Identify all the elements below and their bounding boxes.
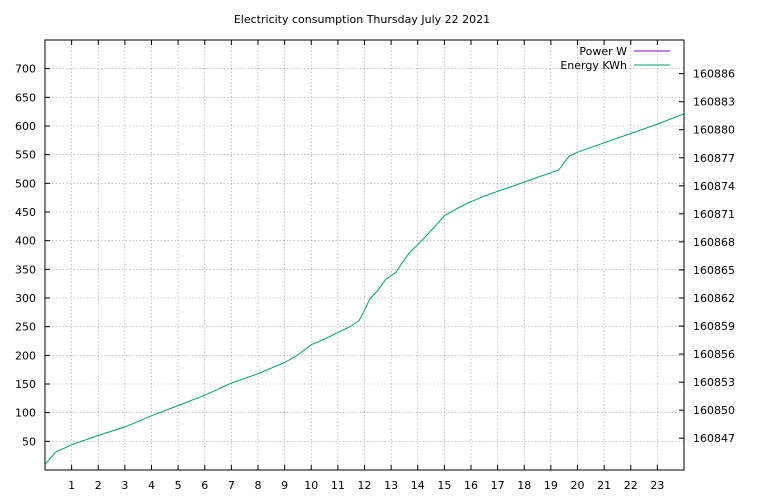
x-axis: 1 2 3 4 5 6 7 8 9 10 11 12 13 14 15 16 17 18 19 20 21 22 23 bbox=[68, 40, 664, 492]
x-tick-label: 13 bbox=[384, 479, 398, 492]
y2-tick-label: 160862 bbox=[693, 292, 735, 305]
x-tick-label: 23 bbox=[650, 479, 664, 492]
y2-tick-label: 160859 bbox=[693, 320, 735, 333]
x-tick-label: 6 bbox=[201, 479, 208, 492]
y2-tick-label: 160847 bbox=[693, 432, 735, 445]
y2-tick-label: 160871 bbox=[693, 208, 735, 221]
y2-tick-label: 160886 bbox=[693, 68, 735, 81]
x-tick-label: 9 bbox=[281, 479, 288, 492]
y-tick-label: 100 bbox=[15, 407, 36, 420]
y-tick-label: 450 bbox=[15, 206, 36, 219]
x-tick-label: 15 bbox=[437, 479, 451, 492]
x-tick-label: 18 bbox=[517, 479, 531, 492]
y-tick-label: 550 bbox=[15, 149, 36, 162]
y-tick-label: 600 bbox=[15, 120, 36, 133]
y-tick-label: 200 bbox=[15, 349, 36, 362]
y2-tick-label: 160883 bbox=[693, 96, 735, 109]
y2-tick-label: 160850 bbox=[693, 404, 735, 417]
y2-tick-label: 160853 bbox=[693, 376, 735, 389]
x-tick-label: 8 bbox=[255, 479, 262, 492]
y-axis-left: 50 100 150 200 250 300 350 400 450 500 550 600 650 70… bbox=[15, 63, 50, 448]
y2-tick-label: 160880 bbox=[693, 124, 735, 137]
x-tick-label: 7 bbox=[228, 479, 235, 492]
legend-label: Energy KWh bbox=[560, 59, 627, 72]
y-tick-label: 700 bbox=[15, 63, 36, 76]
y-tick-label: 400 bbox=[15, 235, 36, 248]
y2-tick-label: 160856 bbox=[693, 348, 735, 361]
x-tick-label: 4 bbox=[148, 479, 155, 492]
y2-tick-label: 160874 bbox=[693, 180, 735, 193]
chart-title: Electricity consumption Thursday July 22… bbox=[234, 13, 490, 26]
x-tick-label: 3 bbox=[121, 479, 128, 492]
x-tick-label: 2 bbox=[95, 479, 102, 492]
x-tick-label: 5 bbox=[175, 479, 182, 492]
x-tick-label: 19 bbox=[544, 479, 558, 492]
x-tick-label: 17 bbox=[491, 479, 505, 492]
y-tick-label: 350 bbox=[15, 263, 36, 276]
y2-tick-label: 160865 bbox=[693, 264, 735, 277]
series-line-energy bbox=[44, 113, 685, 465]
x-tick-label: 10 bbox=[304, 479, 318, 492]
x-tick-label: 12 bbox=[358, 479, 372, 492]
y-tick-label: 150 bbox=[15, 378, 36, 391]
legend-label: Power W bbox=[579, 45, 627, 58]
grid-lines bbox=[45, 40, 684, 470]
y-tick-label: 300 bbox=[15, 292, 36, 305]
x-tick-label: 14 bbox=[411, 479, 425, 492]
y-axis-right: 160847 160850 160853 160856 160859 160862 1608… bbox=[679, 68, 735, 445]
y-tick-label: 650 bbox=[15, 91, 36, 104]
y-tick-label: 50 bbox=[22, 435, 36, 448]
x-tick-label: 21 bbox=[597, 479, 611, 492]
x-tick-label: 22 bbox=[624, 479, 638, 492]
x-tick-label: 1 bbox=[68, 479, 75, 492]
y2-tick-label: 160868 bbox=[693, 236, 735, 249]
y-tick-label: 250 bbox=[15, 321, 36, 334]
x-tick-label: 20 bbox=[571, 479, 585, 492]
x-tick-label: 16 bbox=[464, 479, 478, 492]
plot-series bbox=[44, 113, 685, 465]
x-tick-label: 11 bbox=[331, 479, 345, 492]
y2-tick-label: 160877 bbox=[693, 152, 735, 165]
y-tick-label: 500 bbox=[15, 177, 36, 190]
